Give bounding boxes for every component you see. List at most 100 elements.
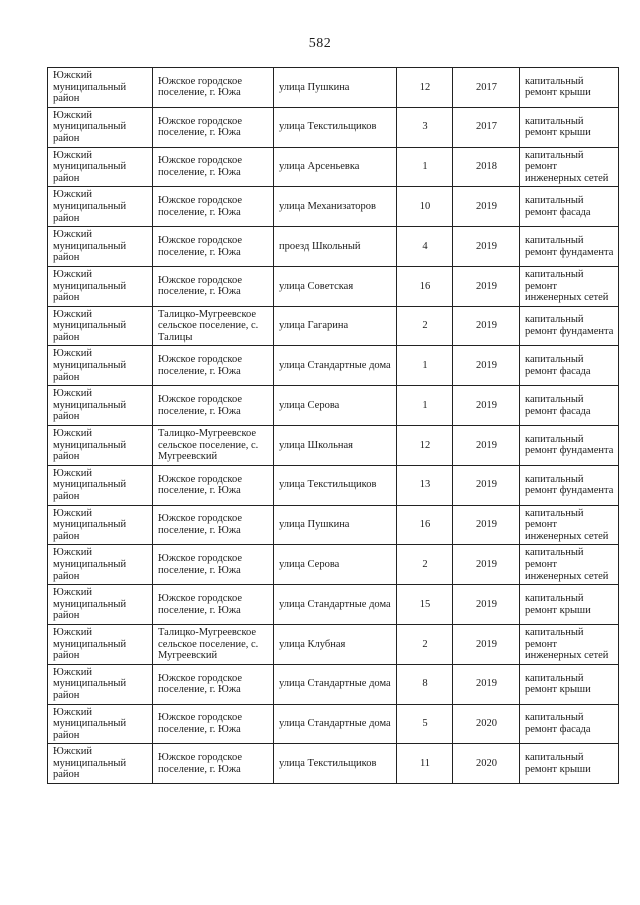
table-row: Южский муниципальный район Талицко-Мугрее…: [47, 305, 619, 347]
cell-house-number: 1: [396, 385, 453, 427]
cell-repair-type: капитальный ремонт фасада: [519, 703, 619, 745]
cell-district: Южский муниципальный район: [47, 305, 153, 347]
cell-repair-type: капитальный ремонт крыши: [519, 663, 619, 705]
cell-house-number: 13: [396, 464, 453, 506]
table-row: Южский муниципальный район Южское городск…: [47, 663, 619, 705]
cell-repair-type: капитальный ремонт крыши: [519, 743, 619, 785]
cell-settlement: Южское городское поселение, г. Южа: [152, 106, 274, 148]
cell-repair-type: капитальный ремонт фундамента: [519, 464, 619, 506]
cell-repair-type: капитальный ремонт инженерных сетей: [519, 544, 619, 586]
page-number: 582: [308, 36, 332, 51]
cell-year: 2019: [452, 623, 520, 665]
cell-settlement: Южское городское поселение, г. Южа: [152, 703, 274, 745]
cell-year: 2019: [452, 226, 520, 267]
cell-repair-type: капитальный ремонт фасада: [519, 385, 619, 427]
cell-year: 2019: [452, 663, 520, 705]
cell-house-number: 1: [396, 345, 453, 387]
cell-year: 2019: [452, 425, 520, 466]
cell-repair-type: капитальный ремонт фундамента: [519, 425, 619, 466]
cell-year: 2020: [452, 703, 520, 745]
cell-district: Южский муниципальный район: [47, 743, 153, 785]
cell-settlement: Южское городское поселение, г. Южа: [152, 464, 274, 506]
table-row: Южский муниципальный район Южское городск…: [47, 504, 619, 546]
table-row: Южский муниципальный район Южское городск…: [47, 106, 619, 148]
cell-house-number: 1: [396, 146, 453, 188]
cell-year: 2019: [452, 345, 520, 387]
cell-house-number: 2: [396, 305, 453, 347]
cell-repair-type: капитальный ремонт фундамента: [519, 226, 619, 267]
cell-house-number: 11: [396, 743, 453, 785]
cell-house-number: 16: [396, 504, 453, 546]
cell-repair-type: капитальный ремонт инженерных сетей: [519, 265, 619, 307]
cell-district: Южский муниципальный район: [47, 186, 153, 228]
cell-district: Южский муниципальный район: [47, 265, 153, 307]
cell-repair-type: капитальный ремонт инженерных сетей: [519, 623, 619, 665]
cell-district: Южский муниципальный район: [47, 584, 153, 625]
cell-street: улица Арсеньевка: [273, 146, 397, 188]
cell-house-number: 2: [396, 544, 453, 586]
cell-street: улица Серова: [273, 385, 397, 427]
cell-repair-type: капитальный ремонт фундамента: [519, 305, 619, 347]
cell-repair-type: капитальный ремонт крыши: [519, 106, 619, 148]
table-row: Южский муниципальный район Южское городск…: [47, 226, 619, 267]
cell-repair-type: капитальный ремонт инженерных сетей: [519, 504, 619, 546]
cell-district: Южский муниципальный район: [47, 663, 153, 705]
table-row: Южский муниципальный район Южское городск…: [47, 345, 619, 387]
cell-street: проезд Школьный: [273, 226, 397, 267]
cell-district: Южский муниципальный район: [47, 226, 153, 267]
cell-repair-type: капитальный ремонт крыши: [519, 584, 619, 625]
cell-settlement: Южское городское поселение, г. Южа: [152, 265, 274, 307]
cell-district: Южский муниципальный район: [47, 106, 153, 148]
repairs-table: Южский муниципальный район Южское городск…: [47, 67, 619, 785]
cell-house-number: 3: [396, 106, 453, 148]
cell-year: 2017: [452, 67, 520, 108]
table-body: Южский муниципальный район Южское городск…: [47, 67, 619, 785]
cell-year: 2019: [452, 265, 520, 307]
table-row: Южский муниципальный район Южское городск…: [47, 703, 619, 745]
cell-settlement: Южское городское поселение, г. Южа: [152, 584, 274, 625]
cell-settlement: Южское городское поселение, г. Южа: [152, 186, 274, 228]
cell-settlement: Южское городское поселение, г. Южа: [152, 345, 274, 387]
cell-house-number: 10: [396, 186, 453, 228]
table-row: Южский муниципальный район Южское городск…: [47, 186, 619, 228]
cell-street: улица Пушкина: [273, 504, 397, 546]
table-row: Южский муниципальный район Южское городск…: [47, 67, 619, 108]
cell-year: 2019: [452, 385, 520, 427]
cell-repair-type: капитальный ремонт фасада: [519, 186, 619, 228]
cell-year: 2019: [452, 584, 520, 625]
cell-street: улица Стандартные дома: [273, 584, 397, 625]
cell-year: 2019: [452, 544, 520, 586]
table-row: Южский муниципальный район Южское городск…: [47, 385, 619, 427]
cell-street: улица Стандартные дома: [273, 345, 397, 387]
cell-house-number: 12: [396, 67, 453, 108]
cell-house-number: 16: [396, 265, 453, 307]
table-row: Южский муниципальный район Южское городск…: [47, 464, 619, 506]
cell-district: Южский муниципальный район: [47, 464, 153, 506]
cell-year: 2020: [452, 743, 520, 785]
cell-settlement: Южское городское поселение, г. Южа: [152, 743, 274, 785]
cell-district: Южский муниципальный район: [47, 703, 153, 745]
cell-street: улица Клубная: [273, 623, 397, 665]
cell-street: улица Школьная: [273, 425, 397, 466]
cell-district: Южский муниципальный район: [47, 345, 153, 387]
cell-settlement: Талицко-Мугреевское сельское поселение, …: [152, 425, 274, 466]
cell-year: 2019: [452, 305, 520, 347]
table-row: Южский муниципальный район Южское городск…: [47, 146, 619, 188]
table-row: Южский муниципальный район Талицко-Мугрее…: [47, 425, 619, 466]
table-row: Южский муниципальный район Южское городск…: [47, 584, 619, 625]
cell-house-number: 2: [396, 623, 453, 665]
cell-settlement: Талицко-Мугреевское сельское поселение, …: [152, 623, 274, 665]
cell-district: Южский муниципальный район: [47, 67, 153, 108]
cell-street: улица Советская: [273, 265, 397, 307]
cell-repair-type: капитальный ремонт инженерных сетей: [519, 146, 619, 188]
cell-settlement: Южское городское поселение, г. Южа: [152, 385, 274, 427]
cell-district: Южский муниципальный район: [47, 544, 153, 586]
cell-repair-type: капитальный ремонт фасада: [519, 345, 619, 387]
cell-settlement: Южское городское поселение, г. Южа: [152, 146, 274, 188]
table-row: Южский муниципальный район Талицко-Мугрее…: [47, 623, 619, 665]
cell-district: Южский муниципальный район: [47, 146, 153, 188]
cell-house-number: 5: [396, 703, 453, 745]
cell-street: улица Механизаторов: [273, 186, 397, 228]
cell-district: Южский муниципальный район: [47, 623, 153, 665]
cell-street: улица Текстильщиков: [273, 464, 397, 506]
